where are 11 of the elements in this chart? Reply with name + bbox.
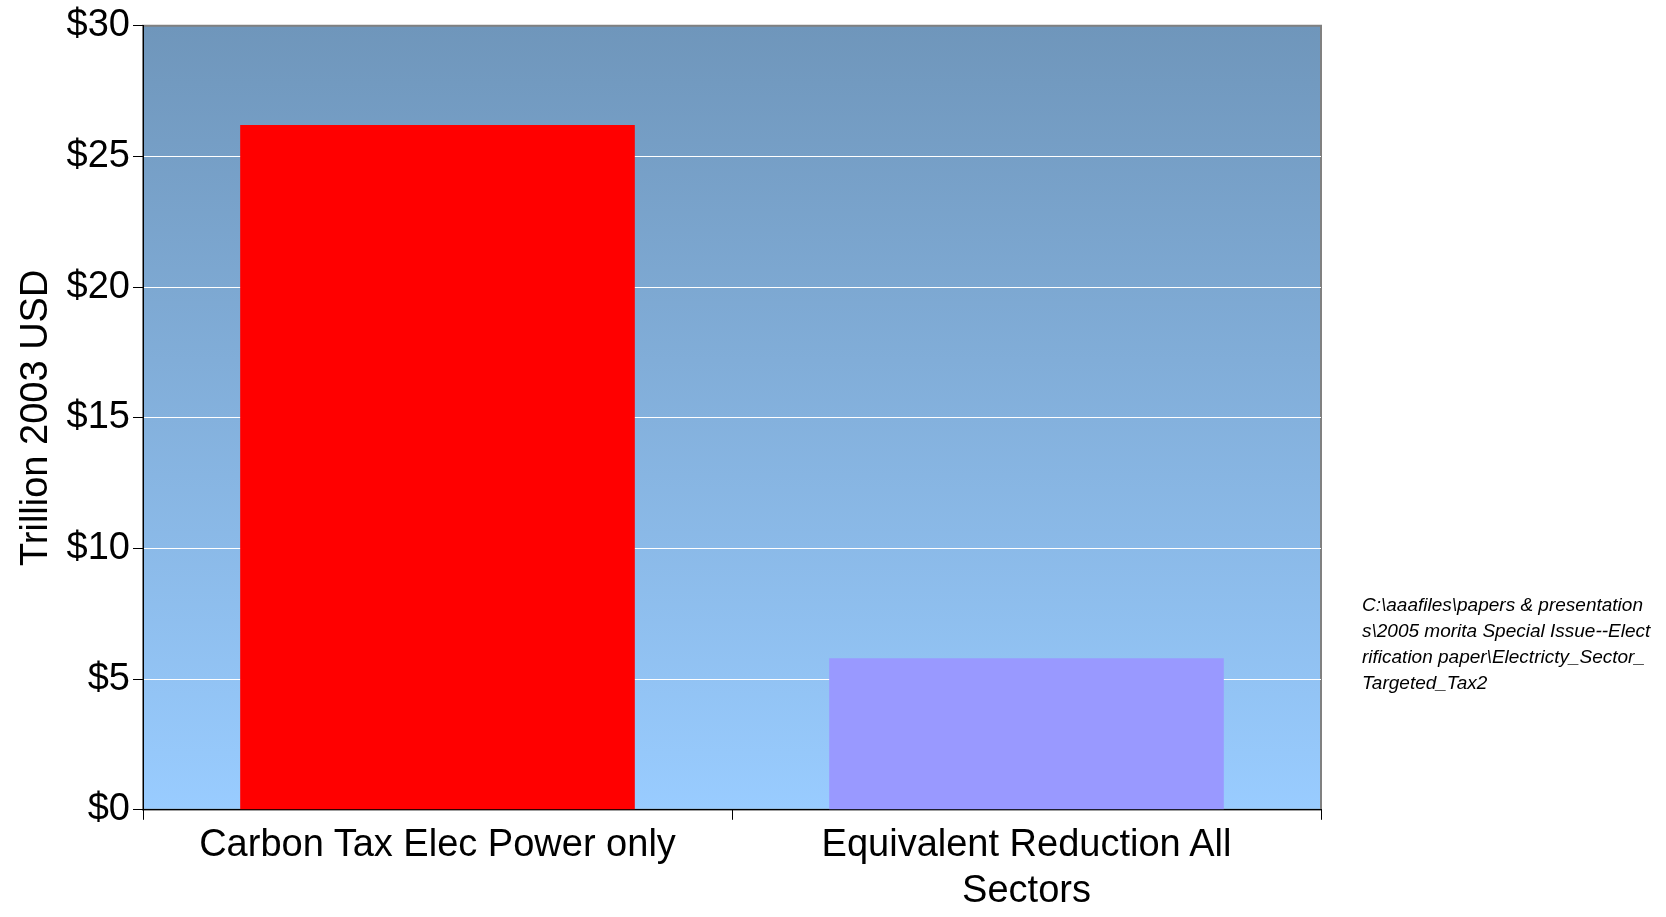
y-axis-title: Trillion 2003 USD	[13, 269, 56, 566]
y-tick-label: $30	[66, 2, 130, 45]
y-tick-label: $0	[87, 786, 130, 829]
x-tick-label: Equivalent Reduction All Sectors	[821, 822, 1232, 910]
text: C:\aaafiles\papers & presentations\2005 morita Special Issue--Electrification paper\Electricty_Sector_Targeted_Tax2	[1362, 593, 1652, 695]
y-tick-label: $20	[66, 263, 130, 306]
y-tick-label: $25	[66, 132, 130, 175]
x-tick-label: Carbon Tax Elec Power only	[199, 822, 676, 865]
y-tick-label: $5	[87, 655, 130, 698]
y-tick-label: $10	[66, 524, 130, 567]
y-tick-label: $15	[66, 394, 130, 437]
